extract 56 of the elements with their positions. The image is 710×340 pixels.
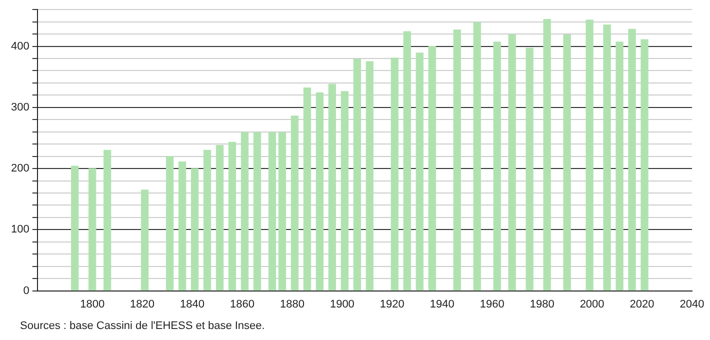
bar bbox=[453, 29, 461, 291]
x-tick-label: 1920 bbox=[380, 298, 404, 310]
x-tick-label: 1960 bbox=[480, 298, 504, 310]
y-tick-label: 100 bbox=[10, 224, 30, 236]
bar bbox=[88, 168, 96, 291]
bar bbox=[353, 58, 362, 291]
x-tick-label: 2020 bbox=[630, 298, 654, 310]
y-tick-label: 0 bbox=[23, 284, 30, 297]
bar bbox=[390, 58, 398, 291]
bar bbox=[328, 84, 336, 291]
bar bbox=[253, 132, 262, 291]
bar bbox=[526, 48, 534, 291]
bar bbox=[603, 24, 611, 291]
bar bbox=[640, 39, 648, 291]
bar bbox=[493, 42, 501, 291]
bar bbox=[586, 20, 594, 291]
bar bbox=[203, 150, 212, 291]
bar bbox=[303, 88, 312, 291]
bar bbox=[366, 61, 374, 291]
bar bbox=[178, 161, 186, 291]
x-tick-label: 1860 bbox=[230, 298, 254, 310]
bar bbox=[316, 92, 324, 291]
x-tick-label: 1900 bbox=[330, 298, 354, 310]
bar bbox=[240, 132, 249, 291]
bar bbox=[216, 144, 224, 291]
bar bbox=[278, 132, 286, 291]
bar bbox=[71, 166, 79, 291]
bar bbox=[508, 34, 516, 291]
bar bbox=[103, 150, 112, 291]
y-tick-label: 400 bbox=[10, 40, 30, 52]
bar bbox=[340, 91, 349, 291]
x-tick-label: 2040 bbox=[680, 298, 704, 310]
bar bbox=[543, 19, 551, 291]
bar bbox=[416, 52, 424, 291]
bar bbox=[140, 190, 149, 291]
x-tick-label: 1940 bbox=[430, 298, 454, 310]
y-tick-label: 300 bbox=[10, 101, 30, 114]
bar bbox=[616, 42, 624, 291]
x-tick-label: 1840 bbox=[180, 298, 205, 310]
bar bbox=[563, 34, 571, 291]
x-tick-label: 1880 bbox=[280, 298, 304, 310]
bar bbox=[166, 156, 174, 291]
y-tick-label: 200 bbox=[10, 162, 30, 175]
bar bbox=[428, 46, 436, 291]
bar bbox=[290, 116, 299, 291]
x-tick-label: 1820 bbox=[130, 298, 155, 310]
x-tick-label: 2000 bbox=[580, 298, 604, 310]
bar bbox=[628, 28, 636, 291]
source-note: Sources : base Cassini de l'EHESS et base Insee. bbox=[20, 320, 265, 332]
bar bbox=[403, 31, 411, 291]
x-tick-label: 1800 bbox=[80, 298, 105, 310]
bar bbox=[473, 22, 481, 291]
bar bbox=[190, 168, 199, 291]
x-tick-label: 1980 bbox=[530, 298, 554, 310]
bar bbox=[228, 142, 236, 291]
bar bbox=[268, 132, 276, 291]
